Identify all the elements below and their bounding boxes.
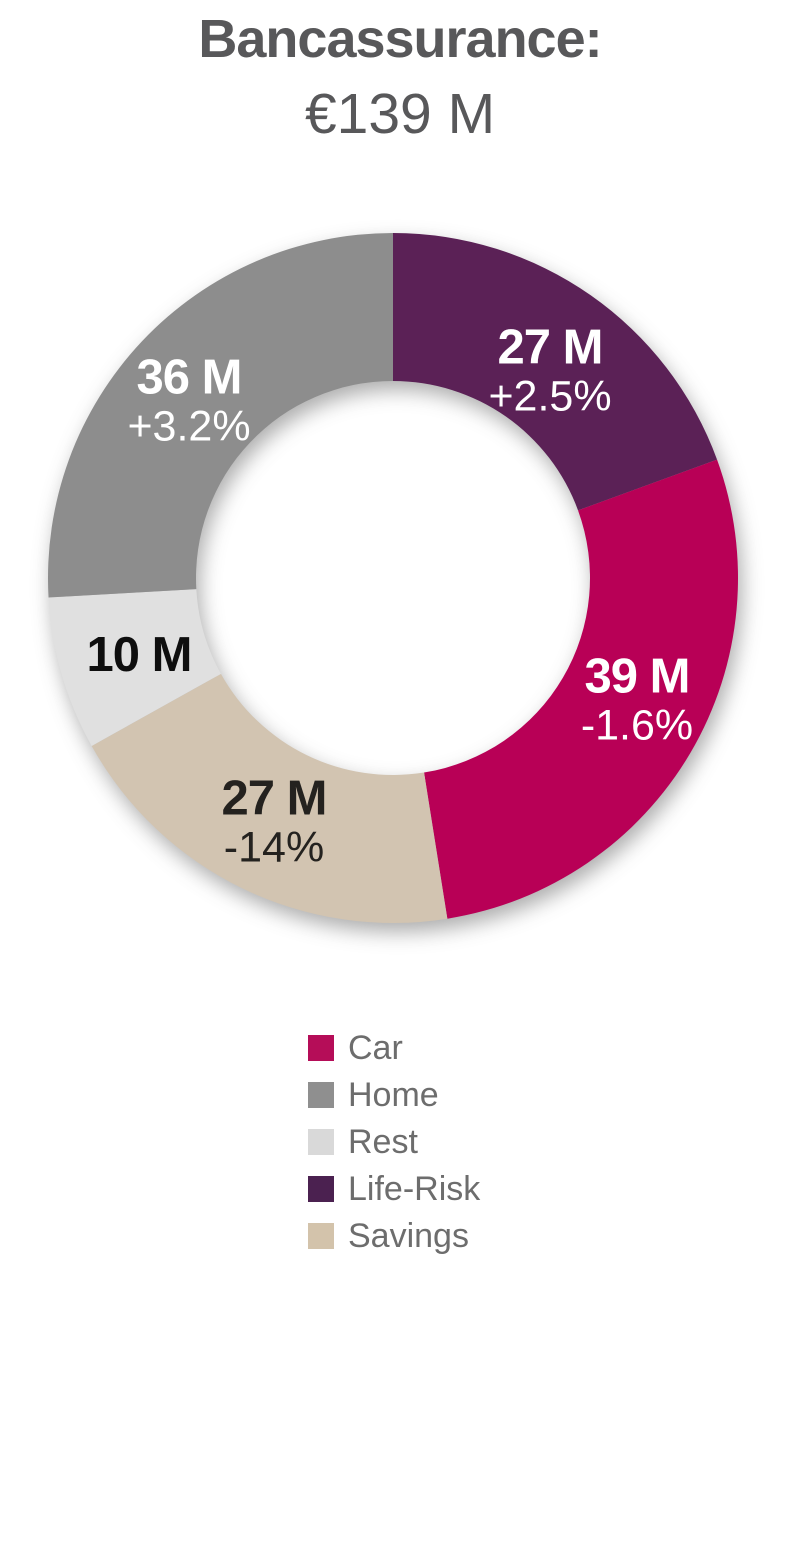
donut-slice-life-risk bbox=[393, 233, 718, 511]
legend-label: Life-Risk bbox=[348, 1169, 481, 1208]
donut-slice-home bbox=[48, 233, 393, 598]
chart-title-total: €139 M bbox=[304, 82, 496, 146]
chart-title: Bancassurance: €139 M bbox=[0, 6, 800, 150]
chart-title-main: Bancassurance: bbox=[198, 9, 602, 69]
donut-slice-car bbox=[424, 459, 738, 919]
legend-label: Home bbox=[348, 1075, 439, 1114]
donut-chart bbox=[48, 233, 738, 923]
legend-item-car: Car bbox=[308, 1024, 480, 1071]
legend-label: Rest bbox=[348, 1122, 418, 1161]
legend-swatch-icon bbox=[308, 1128, 334, 1155]
legend-swatch-icon bbox=[308, 1081, 334, 1108]
legend-item-rest: Rest bbox=[308, 1118, 480, 1165]
donut-slice-savings bbox=[91, 673, 448, 923]
legend-item-home: Home bbox=[308, 1071, 480, 1118]
donut-slice-rest bbox=[48, 589, 221, 746]
legend-item-life-risk: Life-Risk bbox=[308, 1165, 480, 1212]
legend-label: Savings bbox=[348, 1216, 469, 1255]
legend: Car Home Rest Life-Risk Savings bbox=[308, 1024, 480, 1259]
legend-swatch-icon bbox=[308, 1222, 334, 1249]
legend-swatch-icon bbox=[308, 1175, 334, 1202]
legend-swatch-icon bbox=[308, 1034, 334, 1061]
legend-item-savings: Savings bbox=[308, 1212, 480, 1259]
legend-label: Car bbox=[348, 1028, 403, 1067]
